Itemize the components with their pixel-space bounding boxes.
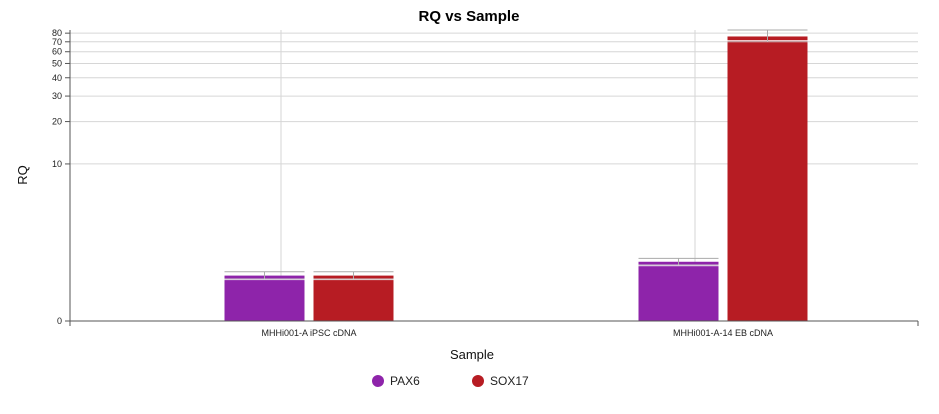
y-tick-label: 70: [52, 37, 62, 47]
legend: PAX6 SOX17: [372, 374, 529, 388]
bar-sox17-2[interactable]: [727, 36, 808, 321]
legend-label: SOX17: [490, 374, 529, 388]
legend-label: PAX6: [390, 374, 420, 388]
legend-item-sox17[interactable]: SOX17: [472, 374, 529, 388]
chart-title: RQ vs Sample: [419, 8, 520, 25]
legend-item-pax6[interactable]: PAX6: [372, 374, 420, 388]
y-tick-label: 0: [57, 316, 62, 326]
y-tick-label: 10: [52, 159, 62, 169]
y-tick-label: 30: [52, 91, 62, 101]
legend-swatch: [472, 375, 484, 387]
x-tick-label: MHHi001-A iPSC cDNA: [261, 328, 356, 338]
y-tick-label: 60: [52, 47, 62, 57]
y-tick-label: 80: [52, 28, 62, 38]
x-tick-label: MHHi001-A-14 EB cDNA: [673, 328, 773, 338]
grid-layer: [70, 30, 918, 321]
y-axis-title: RQ: [15, 165, 30, 185]
y-tick-label: 20: [52, 117, 62, 127]
y-tick-label: 40: [52, 73, 62, 83]
y-tick-label: 50: [52, 58, 62, 68]
bar-pax6-2[interactable]: [638, 261, 719, 321]
legend-swatch: [372, 375, 384, 387]
bar-sox17-1[interactable]: [313, 275, 394, 321]
bar-pax6-1[interactable]: [224, 275, 305, 321]
bars-layer: [224, 29, 808, 321]
x-axis-title: Sample: [450, 347, 494, 362]
